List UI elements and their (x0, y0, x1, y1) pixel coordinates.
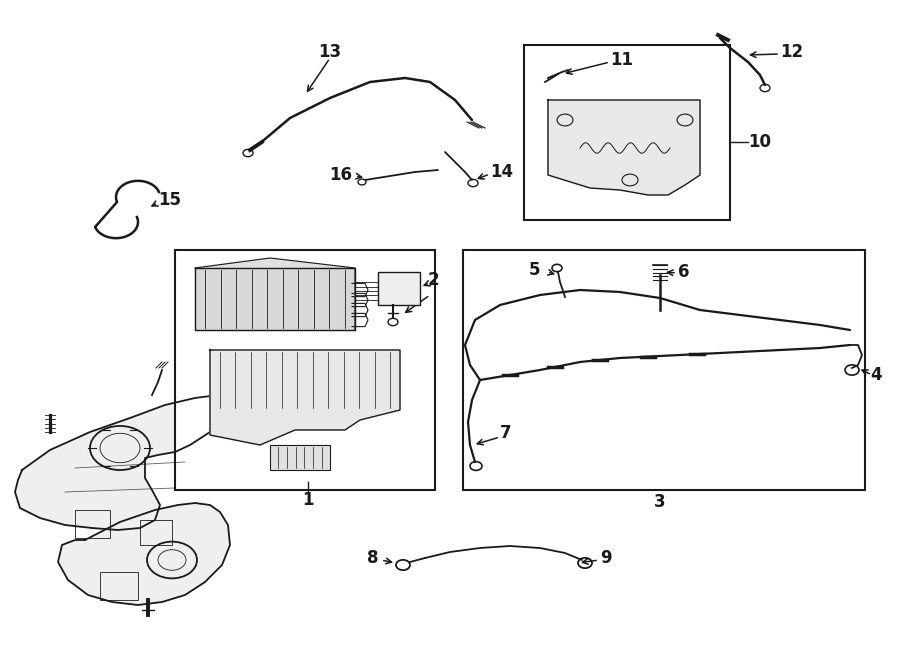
Text: 3: 3 (654, 493, 666, 511)
Bar (140, 520, 172, 545)
Bar (175, 250, 435, 490)
Text: 9: 9 (600, 549, 612, 567)
Text: 5: 5 (528, 261, 540, 279)
Text: 10: 10 (748, 133, 771, 151)
Text: 2: 2 (428, 271, 439, 289)
Polygon shape (210, 350, 400, 445)
Bar (378, 272, 420, 305)
Text: 14: 14 (490, 163, 513, 181)
Text: 12: 12 (780, 43, 803, 61)
Text: 4: 4 (870, 366, 882, 384)
Text: 13: 13 (319, 43, 342, 61)
Bar (524, 45, 730, 220)
Text: 1: 1 (302, 491, 314, 509)
Bar (463, 250, 865, 490)
Bar (75, 510, 110, 538)
Text: 15: 15 (158, 191, 181, 209)
Text: 16: 16 (329, 166, 352, 184)
Text: 11: 11 (610, 51, 633, 69)
Text: 8: 8 (366, 549, 378, 567)
Text: 6: 6 (678, 263, 689, 281)
Polygon shape (15, 395, 228, 530)
Bar (100, 572, 138, 600)
Polygon shape (195, 268, 355, 330)
Text: 7: 7 (500, 424, 511, 442)
Polygon shape (548, 100, 700, 195)
Polygon shape (58, 503, 230, 605)
Polygon shape (195, 258, 355, 330)
Bar (270, 445, 330, 470)
